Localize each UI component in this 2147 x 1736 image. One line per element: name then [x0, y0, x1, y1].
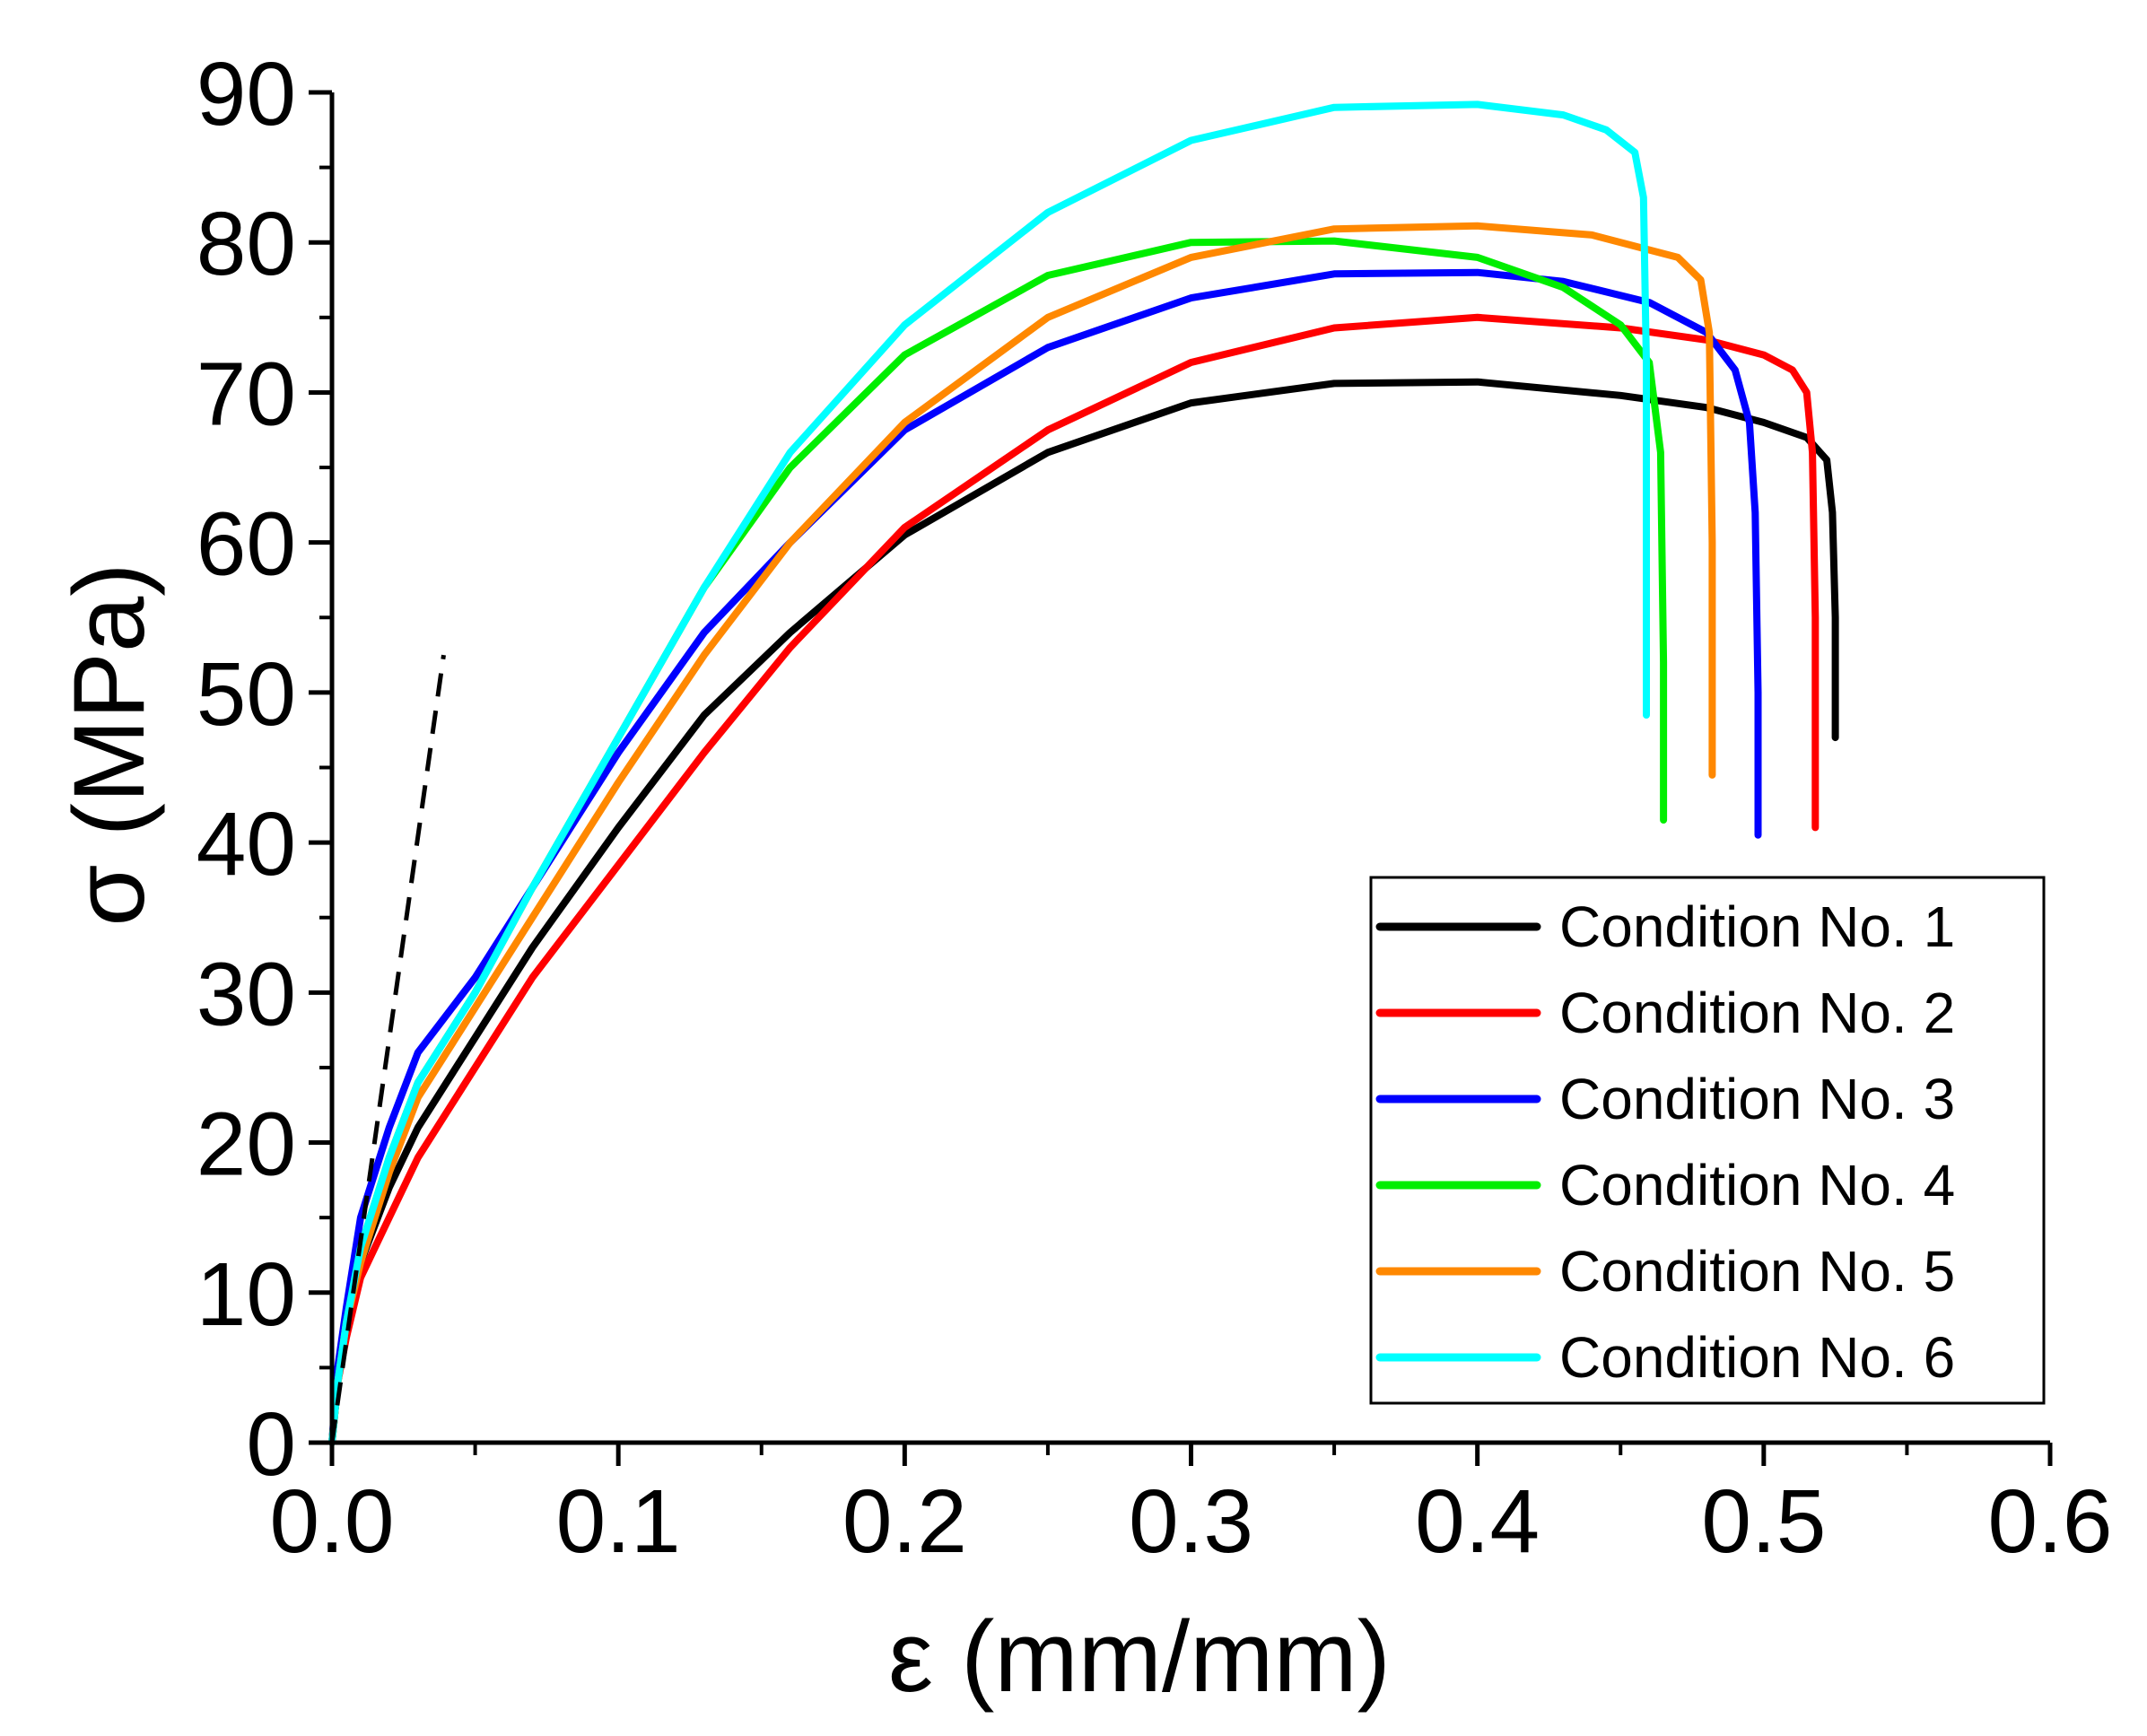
y-tick-label: 10: [196, 1244, 296, 1345]
legend: Condition No. 1 Condition No. 2 Condition …: [1369, 876, 2046, 1405]
series-line-condition-6: [328, 100, 1650, 1446]
series-layer: [328, 100, 1839, 1446]
x-tick-label: 0.6: [1987, 1471, 2112, 1572]
legend-label-condition-6: Condition No. 6: [1559, 1325, 1955, 1390]
ticks-layer: 0.0 0.1 0.2 0.3 0.4 0.5 0.6 0 10 20 30 40 50 60 70 80 90: [196, 44, 2113, 1572]
y-tick-label: 0: [246, 1394, 296, 1495]
series-line-condition-3: [328, 268, 1762, 1446]
y-tick-label: 60: [196, 494, 296, 595]
x-tick-label: 0.0: [269, 1471, 394, 1572]
legend-label-condition-3: Condition No. 3: [1559, 1067, 1955, 1131]
y-tick-label: 40: [196, 794, 296, 894]
legend-items: Condition No. 1 Condition No. 2 Condition …: [1375, 894, 1955, 1390]
legend-label-condition-4: Condition No. 4: [1559, 1153, 1955, 1217]
legend-label-condition-2: Condition No. 2: [1559, 981, 1955, 1045]
y-tick-label: 80: [196, 194, 296, 294]
x-tick-label: 0.3: [1129, 1471, 1253, 1572]
x-axis-label: ε (mm/mm): [888, 1601, 1391, 1713]
y-tick-label: 90: [196, 44, 296, 144]
x-tick-label: 0.2: [842, 1471, 967, 1572]
legend-box: [1369, 876, 2046, 1405]
y-tick-label: 20: [196, 1095, 296, 1195]
x-tick-label: 0.4: [1415, 1471, 1540, 1572]
y-axis-label: σ (MPa): [53, 563, 165, 926]
reference-dashed-line: [329, 654, 446, 1444]
x-tick-label: 0.5: [1701, 1471, 1826, 1572]
legend-label-condition-1: Condition No. 1: [1559, 894, 1955, 959]
x-tick-label: 0.1: [556, 1471, 681, 1572]
series-line-condition-5: [328, 222, 1716, 1446]
y-tick-label: 30: [196, 944, 296, 1044]
y-tick-label: 70: [196, 344, 296, 444]
y-tick-label: 50: [196, 644, 296, 745]
series-line-condition-2: [328, 313, 1820, 1446]
legend-label-condition-5: Condition No. 5: [1559, 1239, 1955, 1304]
